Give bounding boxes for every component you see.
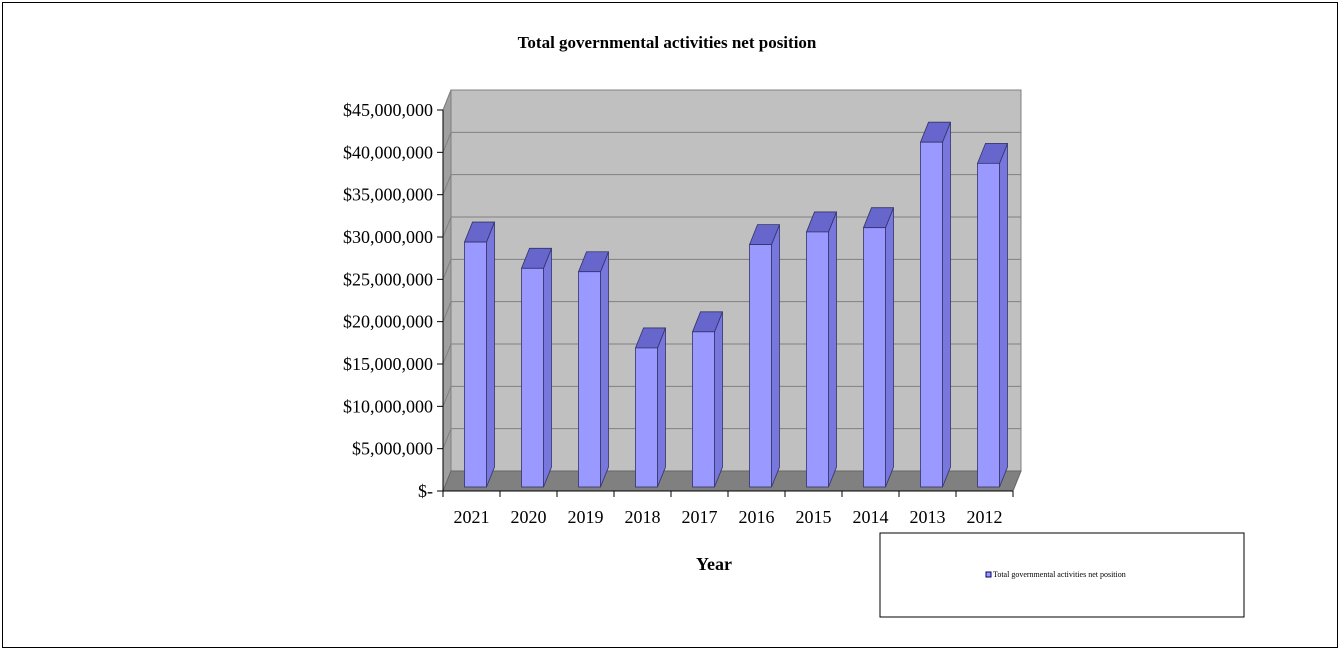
- bar: [805, 211, 838, 488]
- bar-side: [486, 221, 495, 488]
- bar-front: [464, 241, 487, 488]
- bar-side: [771, 224, 780, 488]
- gridline: [442, 174, 1021, 195]
- x-tick-label: 2012: [967, 507, 1003, 527]
- bar-front: [521, 267, 544, 488]
- bar-side: [657, 327, 666, 488]
- y-tick-label: $45,000,000: [343, 100, 433, 120]
- bar: [919, 121, 952, 488]
- y-tick-label: $15,000,000: [343, 354, 433, 374]
- bar-side: [999, 143, 1008, 488]
- bar-front: [863, 227, 886, 488]
- x-tick-label: 2018: [625, 507, 661, 527]
- legend-box: [879, 532, 1245, 618]
- bar-front: [806, 231, 829, 488]
- x-tick-label: 2016: [739, 507, 775, 527]
- bars: [463, 121, 1009, 488]
- x-axis: 2021 2020 2019 2018 2017 2016 2015 2014 2013 2012: [442, 490, 1014, 527]
- y-tick-label: $30,000,000: [343, 227, 433, 247]
- x-tick-label: 2017: [682, 507, 718, 527]
- bar-side: [942, 122, 951, 488]
- bar-side: [828, 211, 837, 488]
- y-tick-label: $25,000,000: [343, 269, 433, 289]
- bar-front: [635, 347, 658, 488]
- y-tick-label: $40,000,000: [343, 142, 433, 162]
- gridline: [442, 89, 1021, 111]
- y-tick-label: $20,000,000: [343, 312, 433, 332]
- x-tick-label: 2021: [454, 507, 490, 527]
- plot-area: $- $5,000,000 $10,000,000 $15,000,000 $20,00…: [343, 89, 1022, 527]
- bar: [976, 142, 1009, 488]
- x-tick-label: 2015: [796, 507, 832, 527]
- x-tick-label: 2020: [511, 507, 547, 527]
- bar: [463, 221, 496, 488]
- bar: [691, 311, 724, 488]
- bar-front: [578, 271, 601, 488]
- bar: [634, 327, 667, 488]
- bar-side: [543, 248, 552, 488]
- x-tick-label: 2014: [853, 507, 889, 527]
- y-tick-label: $35,000,000: [343, 185, 433, 205]
- bar: [748, 224, 781, 488]
- x-tick-label: 2013: [910, 507, 946, 527]
- chart-title: Total governmental activities net positi…: [518, 33, 817, 52]
- legend-swatch: [985, 571, 992, 578]
- x-axis-title: Year: [696, 554, 732, 574]
- bar: [862, 207, 895, 488]
- bar-front: [749, 244, 772, 488]
- bar-side: [600, 251, 609, 488]
- y-axis: $- $5,000,000 $10,000,000 $15,000,000 $20,00…: [343, 100, 444, 501]
- bar: [577, 251, 610, 488]
- bar: [520, 247, 553, 488]
- bar-front: [977, 162, 1000, 488]
- bar-front: [920, 141, 943, 488]
- y-tick-label: $10,000,000: [343, 396, 433, 416]
- bar-side: [714, 311, 723, 488]
- y-tick-label: $5,000,000: [352, 439, 433, 459]
- bar-front: [692, 331, 715, 488]
- gridline: [442, 131, 1021, 153]
- legend: Total governmental activities net positi…: [879, 532, 1245, 618]
- legend-label: Total governmental activities net positi…: [993, 570, 1126, 579]
- bar-side: [885, 207, 894, 488]
- y-tick-label: $-: [418, 481, 433, 501]
- x-tick-label: 2019: [568, 507, 604, 527]
